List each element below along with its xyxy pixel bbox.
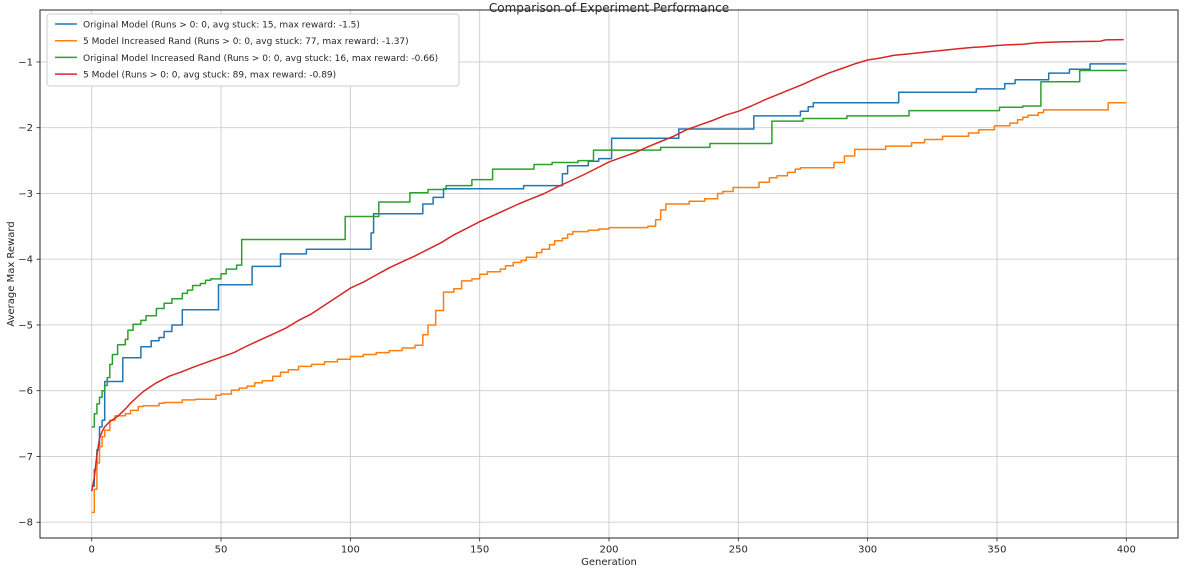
series-line-5-model-increased-rand	[91, 101, 1127, 514]
y-tick-label: −8	[18, 518, 33, 529]
legend-item: 5 Model (Runs > 0: 0, avg stuck: 89, max…	[55, 71, 336, 81]
x-tick-label: 400	[1117, 545, 1136, 556]
y-tick-label: −2	[18, 123, 33, 134]
x-tick-label: 100	[341, 545, 360, 556]
x-axis-label: Generation	[581, 557, 637, 568]
y-tick-label: −4	[18, 255, 33, 266]
x-tick-label: 250	[729, 545, 748, 556]
gridlines	[40, 10, 1178, 538]
y-axis-label: Average Max Reward	[6, 221, 17, 326]
y-tick-label: −5	[18, 320, 33, 331]
series-lines	[90, 38, 1128, 514]
y-tick-label: −7	[18, 452, 33, 463]
axis-ticks: 0 50 100 150 200 250 300 350 400 −8 −7 −6 −5 −4 −3 −2 −1	[18, 57, 1136, 555]
x-tick-label: 50	[215, 545, 228, 556]
series-line-5-model	[90, 38, 1124, 492]
legend-item-label: Original Model (Runs > 0: 0, avg stuck: …	[83, 21, 360, 31]
x-tick-label: 0	[89, 545, 95, 556]
x-tick-label: 300	[858, 545, 877, 556]
legend-item: 5 Model Increased Rand (Runs > 0: 0, avg…	[55, 37, 409, 47]
legend-item-label: Original Model Increased Rand (Runs > 0:…	[83, 54, 438, 64]
y-tick-label: −3	[18, 189, 33, 200]
chart-title: Comparison of Experiment Performance	[489, 1, 729, 15]
legend-item: Original Model Increased Rand (Runs > 0:…	[55, 54, 438, 64]
series-line-original-model-increased-rand	[91, 69, 1128, 428]
x-tick-label: 350	[987, 545, 1006, 556]
legend-item-label: 5 Model (Runs > 0: 0, avg stuck: 89, max…	[83, 71, 336, 81]
legend-item: Original Model (Runs > 0: 0, avg stuck: …	[55, 21, 360, 31]
y-tick-label: −6	[18, 386, 33, 397]
x-tick-label: 200	[599, 545, 618, 556]
legend: Original Model (Runs > 0: 0, avg stuck: …	[46, 13, 460, 87]
series-line-original-model	[91, 63, 1127, 487]
legend-item-label: 5 Model Increased Rand (Runs > 0: 0, avg…	[83, 37, 409, 47]
x-tick-label: 150	[470, 545, 489, 556]
y-tick-label: −1	[18, 57, 33, 68]
legend-box	[46, 13, 460, 87]
